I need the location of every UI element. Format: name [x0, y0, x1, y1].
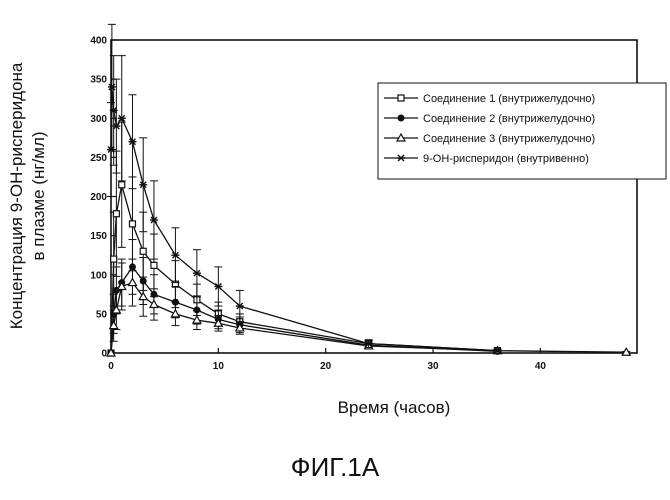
data-point — [129, 221, 135, 227]
y-tick-label: 50 — [96, 309, 108, 320]
data-point — [113, 211, 119, 217]
legend-label: 9-ОН-рисперидон (внутривенно) — [423, 153, 589, 165]
legend-marker — [398, 95, 404, 101]
x-tick-label: 0 — [108, 361, 114, 372]
data-point — [111, 256, 117, 262]
data-point — [150, 300, 158, 307]
x-axis-title: Время (часов) — [338, 398, 451, 417]
legend-label: Соединение 2 (внутрижелудочно) — [423, 113, 595, 125]
series-line — [111, 267, 497, 353]
legend: Соединение 1 (внутрижелудочно) Соединение… — [378, 83, 666, 179]
y-tick-label: 150 — [90, 231, 107, 242]
x-tick-label: 40 — [535, 361, 547, 372]
data-point — [119, 182, 125, 188]
legend-label: Соединение 1 (внутрижелудочно) — [423, 93, 595, 105]
y-tick-label: 200 — [90, 192, 107, 203]
y-tick-label: 400 — [90, 36, 107, 47]
series-4 — [107, 24, 501, 353]
x-tick-label: 20 — [320, 361, 332, 372]
y-axis-title-line-2: в плазме (нг/мл) — [29, 131, 48, 260]
series-2 — [108, 240, 501, 356]
figure-caption: ФИГ.1А — [0, 452, 670, 483]
data-point — [151, 262, 157, 268]
series-line — [111, 185, 497, 353]
x-tick-label: 30 — [427, 361, 439, 372]
data-point — [140, 248, 146, 254]
y-tick-label: 350 — [90, 75, 107, 86]
data-point — [128, 279, 136, 286]
y-tick-label: 100 — [90, 270, 107, 281]
y-tick-label: 0 — [101, 349, 107, 360]
x-tick-label: 10 — [213, 361, 225, 372]
y-axis-title-line-1: Концентрация 9-ОН-рисперидона — [7, 62, 26, 329]
series-layer — [107, 24, 630, 356]
y-axis-title: Концентрация 9-ОН-рисперидона в плазме (… — [7, 62, 48, 329]
legend-label: Соединение 3 (внутрижелудочно) — [423, 133, 595, 145]
legend-marker — [398, 115, 404, 121]
y-tick-label: 300 — [90, 114, 107, 125]
y-tick-label: 250 — [90, 153, 107, 164]
